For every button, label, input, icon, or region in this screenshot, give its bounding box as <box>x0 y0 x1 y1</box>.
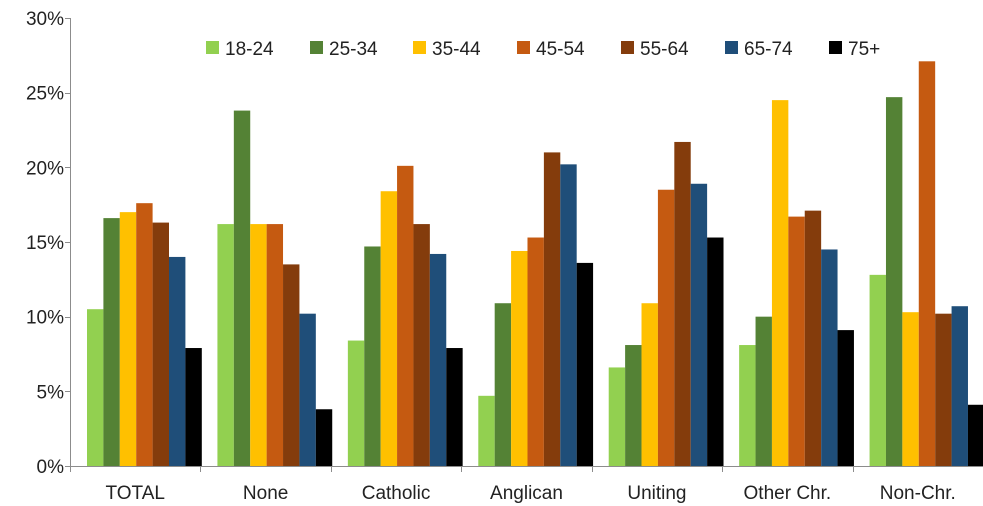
y-tick-label: 25% <box>26 84 64 105</box>
bar-65-74-Non-Chr. <box>951 306 968 466</box>
y-tick-label: 5% <box>37 382 65 403</box>
bar-45-54-TOTAL <box>136 203 153 466</box>
bar-25-34-TOTAL <box>103 218 120 466</box>
bar-18-24-Other Chr. <box>739 345 756 466</box>
y-tick-label: 0% <box>37 457 65 478</box>
bar-55-64-Non-Chr. <box>935 313 952 466</box>
x-tick-label: Non-Chr. <box>880 483 956 504</box>
bar-35-44-None <box>250 224 267 466</box>
bar-75+-Catholic <box>446 348 463 466</box>
legend-swatch-65-74 <box>725 41 738 54</box>
bar-18-24-Non-Chr. <box>869 274 886 466</box>
x-tick-label: None <box>243 483 288 504</box>
bar-35-44-Non-Chr. <box>902 312 919 466</box>
x-tick-label: Other Chr. <box>744 483 832 504</box>
x-tick-label: Catholic <box>362 483 431 504</box>
bar-55-64-None <box>283 264 300 466</box>
bars <box>87 61 983 467</box>
bar-65-74-Anglican <box>560 164 577 466</box>
bar-65-74-TOTAL <box>169 256 186 466</box>
bar-55-64-Catholic <box>413 224 430 466</box>
bar-65-74-Uniting <box>690 183 708 466</box>
y-tick-label: 20% <box>26 158 64 179</box>
bar-18-24-None <box>217 224 234 466</box>
bar-75+-TOTAL <box>185 348 202 466</box>
bar-45-54-Other Chr. <box>788 216 805 466</box>
legend-swatch-35-44 <box>413 41 426 54</box>
bar-18-24-Catholic <box>347 340 365 466</box>
legend-swatch-18-24 <box>206 41 219 54</box>
legend-label: 35-44 <box>432 39 481 60</box>
bar-45-54-Uniting <box>657 189 675 466</box>
y-tick-label: 15% <box>26 233 64 254</box>
y-tick-label: 30% <box>26 9 64 30</box>
bar-75+-Other Chr. <box>837 330 854 466</box>
bar-65-74-Other Chr. <box>821 249 838 466</box>
bar-25-34-Non-Chr. <box>885 97 903 466</box>
bar-45-54-Non-Chr. <box>918 61 936 466</box>
bar-55-64-TOTAL <box>152 222 169 466</box>
bar-25-34-Uniting <box>625 345 642 466</box>
bar-65-74-None <box>299 313 316 466</box>
legend-label: 45-54 <box>536 39 585 60</box>
legend-label: 25-34 <box>329 39 378 60</box>
legend-swatch-45-54 <box>517 41 530 54</box>
bar-35-44-TOTAL <box>119 212 137 466</box>
y-axis-ticks: 0% 5% 10% 15% 20% 25% 30% <box>26 9 70 478</box>
bar-35-44-Catholic <box>380 191 398 466</box>
bar-75+-Uniting <box>707 237 724 466</box>
bar-55-64-Other Chr. <box>804 210 822 466</box>
legend-label: 75+ <box>848 39 880 60</box>
x-tick-label: TOTAL <box>105 483 164 504</box>
bar-55-64-Uniting <box>674 141 691 467</box>
axes <box>70 18 983 467</box>
x-tick-label: Anglican <box>490 483 563 504</box>
bar-65-74-Catholic <box>429 253 447 466</box>
bar-18-24-Uniting <box>608 367 626 466</box>
bar-35-44-Anglican <box>511 250 528 466</box>
bar-25-34-Anglican <box>494 303 512 466</box>
legend-swatch-25-34 <box>310 41 323 54</box>
y-tick-label: 10% <box>26 308 64 329</box>
legend-label: 18-24 <box>225 39 274 60</box>
legend-swatch-75+ <box>829 41 842 54</box>
bar-55-64-Anglican <box>543 152 561 466</box>
bar-25-34-None <box>233 110 251 466</box>
legend: 18-24 25-34 35-44 45-54 55-64 65-74 75+ <box>206 39 880 60</box>
bar-18-24-Anglican <box>478 395 495 466</box>
bar-75+-Non-Chr. <box>967 404 983 466</box>
bar-75+-Anglican <box>576 262 594 466</box>
bar-35-44-Uniting <box>641 303 658 466</box>
legend-swatch-55-64 <box>621 41 634 54</box>
bar-45-54-Anglican <box>527 237 544 466</box>
bar-25-34-Catholic <box>364 246 381 466</box>
x-axis-ticks: TOTAL None Catholic Anglican Uniting Other Ch… <box>70 466 956 504</box>
x-tick-label: Uniting <box>627 483 686 504</box>
legend-label: 55-64 <box>640 39 689 60</box>
bar-45-54-Catholic <box>397 165 414 466</box>
bar-75+-None <box>315 409 333 466</box>
bar-18-24-TOTAL <box>87 309 104 466</box>
bar-35-44-Other Chr. <box>771 100 789 466</box>
legend-label: 65-74 <box>744 39 793 60</box>
bar-45-54-None <box>266 224 284 466</box>
bar-25-34-Other Chr. <box>755 316 772 466</box>
